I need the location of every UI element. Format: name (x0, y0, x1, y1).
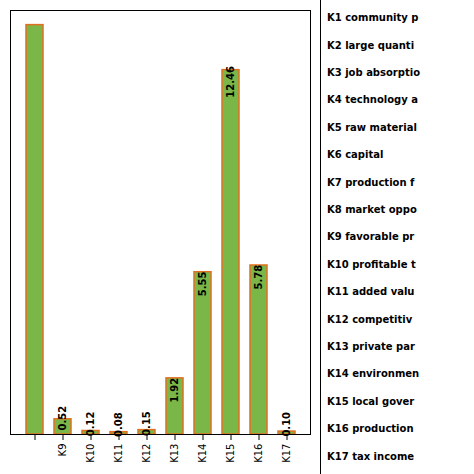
html-text:K1 community p: K1 community p (327, 12, 419, 24)
svg-text:0.52: 0.52 (57, 406, 68, 431)
html-text:K7 production f: K7 production f (327, 176, 415, 188)
html-text:K16 production: K16 production (327, 423, 414, 435)
html-text:K3 job absorptio: K3 job absorptio (327, 67, 420, 78)
html-text:K17 tax income: K17 tax income (327, 450, 415, 462)
html-text:K14 environmen: K14 environmen (327, 368, 420, 380)
html-text:K2 large quanti: K2 large quanti (327, 39, 415, 51)
svg-text:0.12: 0.12 (85, 412, 96, 437)
svg-text:K15: K15 (225, 444, 236, 463)
html-text:K5 raw material: K5 raw material (327, 121, 417, 133)
svg-text:5.55: 5.55 (197, 272, 208, 297)
html-text:K6 capital: K6 capital (327, 149, 384, 161)
svg-text:K17: K17 (281, 444, 292, 463)
svg-text:K10: K10 (85, 444, 96, 463)
svg-text:1.92: 1.92 (169, 378, 180, 403)
html-text:K13 private par: K13 private par (327, 341, 415, 353)
svg-text:12.46: 12.46 (225, 66, 236, 98)
html-text:K4 technology a: K4 technology a (327, 94, 418, 106)
svg-text:K12: K12 (141, 444, 152, 463)
svg-text:0.10: 0.10 (281, 412, 292, 437)
svg-text:K16: K16 (253, 444, 264, 463)
html-text:K12 competitiv: K12 competitiv (327, 313, 413, 325)
html-text:K15 local gover: K15 local gover (327, 395, 415, 407)
svg-text:K11: K11 (113, 444, 124, 463)
svg-text:K9: K9 (57, 444, 68, 457)
svg-text:K13: K13 (169, 444, 180, 463)
svg-text:0.08: 0.08 (113, 412, 124, 437)
svg-text:K14: K14 (197, 444, 208, 463)
html-text:K11 added valu: K11 added valu (327, 286, 415, 298)
svg-text:0.15: 0.15 (141, 411, 152, 436)
html-text:K8 market oppo: K8 market oppo (327, 204, 417, 215)
html-text:K10 profitable t: K10 profitable t (327, 258, 416, 270)
html-text:K9 favorable pr: K9 favorable pr (327, 231, 415, 243)
svg-text:5.78: 5.78 (253, 265, 264, 290)
